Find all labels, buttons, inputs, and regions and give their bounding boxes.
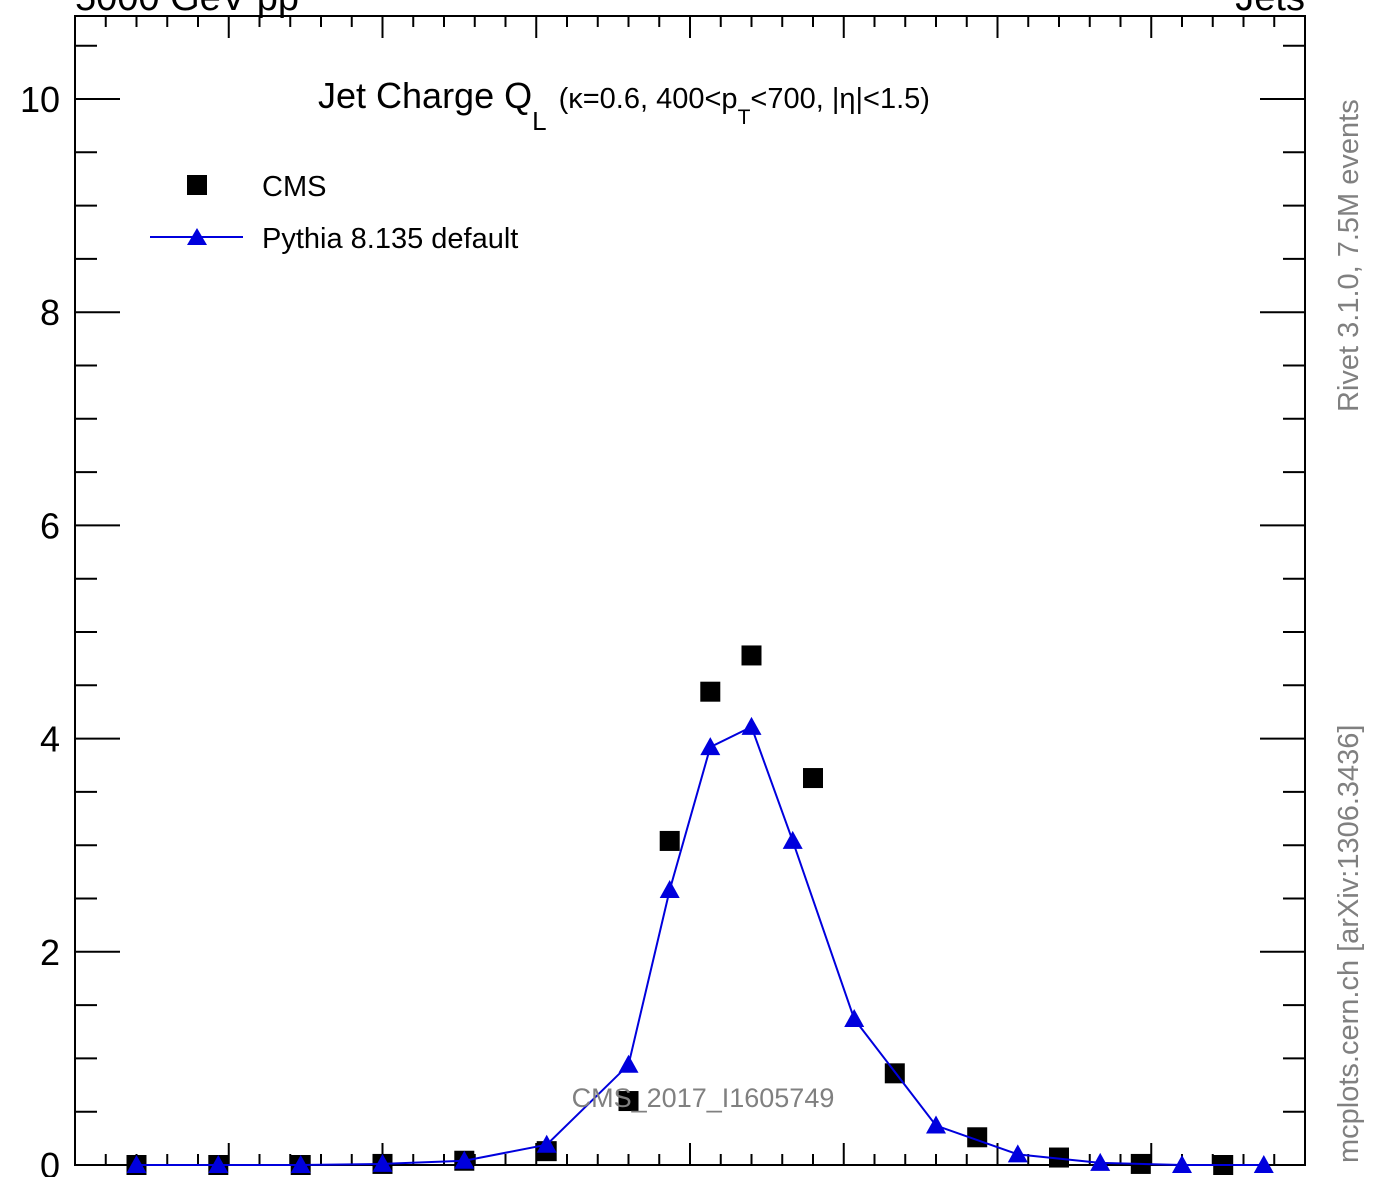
- pythia-data-point: [1090, 1152, 1111, 1171]
- cms-data-point: [803, 768, 823, 789]
- pythia-data-point: [1253, 1155, 1274, 1173]
- plot-frame: [74, 15, 1306, 1166]
- cms-data-point: [741, 645, 762, 666]
- pythia-series: [126, 716, 1274, 1173]
- y-tick-label: 4: [40, 719, 60, 760]
- y-tick-labels: 0 2 4 6 8 10: [20, 79, 60, 1177]
- header-right-text: Jets: [1235, 0, 1305, 19]
- y-tick-label: 8: [40, 292, 60, 333]
- pythia-data-point: [208, 1155, 229, 1173]
- y-tick-label: 2: [40, 932, 60, 973]
- cms-data-point: [659, 830, 680, 851]
- header-left-text: 5000 GeV pp: [75, 0, 299, 19]
- pythia-data-point: [454, 1150, 475, 1169]
- pythia-data-point: [372, 1153, 393, 1172]
- pythia-data-point: [536, 1134, 557, 1153]
- pythia-data-point: [659, 879, 680, 898]
- legend-cms-label: CMS: [262, 171, 326, 203]
- title-main-subscript: L: [532, 106, 546, 136]
- mcplots-label: mcplots.cern.ch [arXiv:1306.3436]: [1333, 724, 1365, 1163]
- pythia-data-point: [1007, 1144, 1028, 1163]
- cms-data-point: [618, 1091, 639, 1112]
- pythia-data-point: [844, 1008, 865, 1027]
- axis-ticks: [74, 16, 1306, 1166]
- pythia-data-point: [290, 1155, 311, 1173]
- chart-title: Jet Charge QL (κ=0.6, 400<pT<700, |η|<1.5…: [318, 75, 930, 136]
- analysis-label: CMS_2017_I1605749: [572, 1083, 835, 1113]
- pythia-data-point: [926, 1115, 946, 1134]
- legend: CMS Pythia 8.135 default: [150, 171, 518, 255]
- pythia-data-point: [1172, 1155, 1192, 1173]
- title-main: Jet Charge Q: [318, 75, 532, 116]
- pythia-data-point: [741, 716, 762, 735]
- y-tick-label: 6: [40, 505, 60, 546]
- series-layer: [126, 645, 1274, 1175]
- pythia-data-point: [782, 830, 803, 849]
- cms-data-point: [700, 681, 721, 702]
- cms-data-point: [1049, 1147, 1069, 1168]
- y-tick-label: 0: [40, 1145, 60, 1177]
- rivet-label: Rivet 3.1.0, 7.5M events: [1333, 99, 1365, 412]
- legend-pythia-marker: [187, 228, 207, 245]
- pythia-data-point: [618, 1054, 639, 1073]
- title-detail-subscript: T: [738, 106, 751, 129]
- pythia-data-point: [126, 1155, 147, 1173]
- y-tick-label: 10: [20, 79, 60, 120]
- title-detail-1: (κ=0.6, 400<p: [559, 83, 738, 115]
- title-detail-2: <700, |η|<1.5): [750, 83, 930, 115]
- pythia-data-point: [700, 737, 721, 756]
- legend-cms-marker: [187, 175, 207, 195]
- legend-pythia-label: Pythia 8.135 default: [262, 223, 518, 255]
